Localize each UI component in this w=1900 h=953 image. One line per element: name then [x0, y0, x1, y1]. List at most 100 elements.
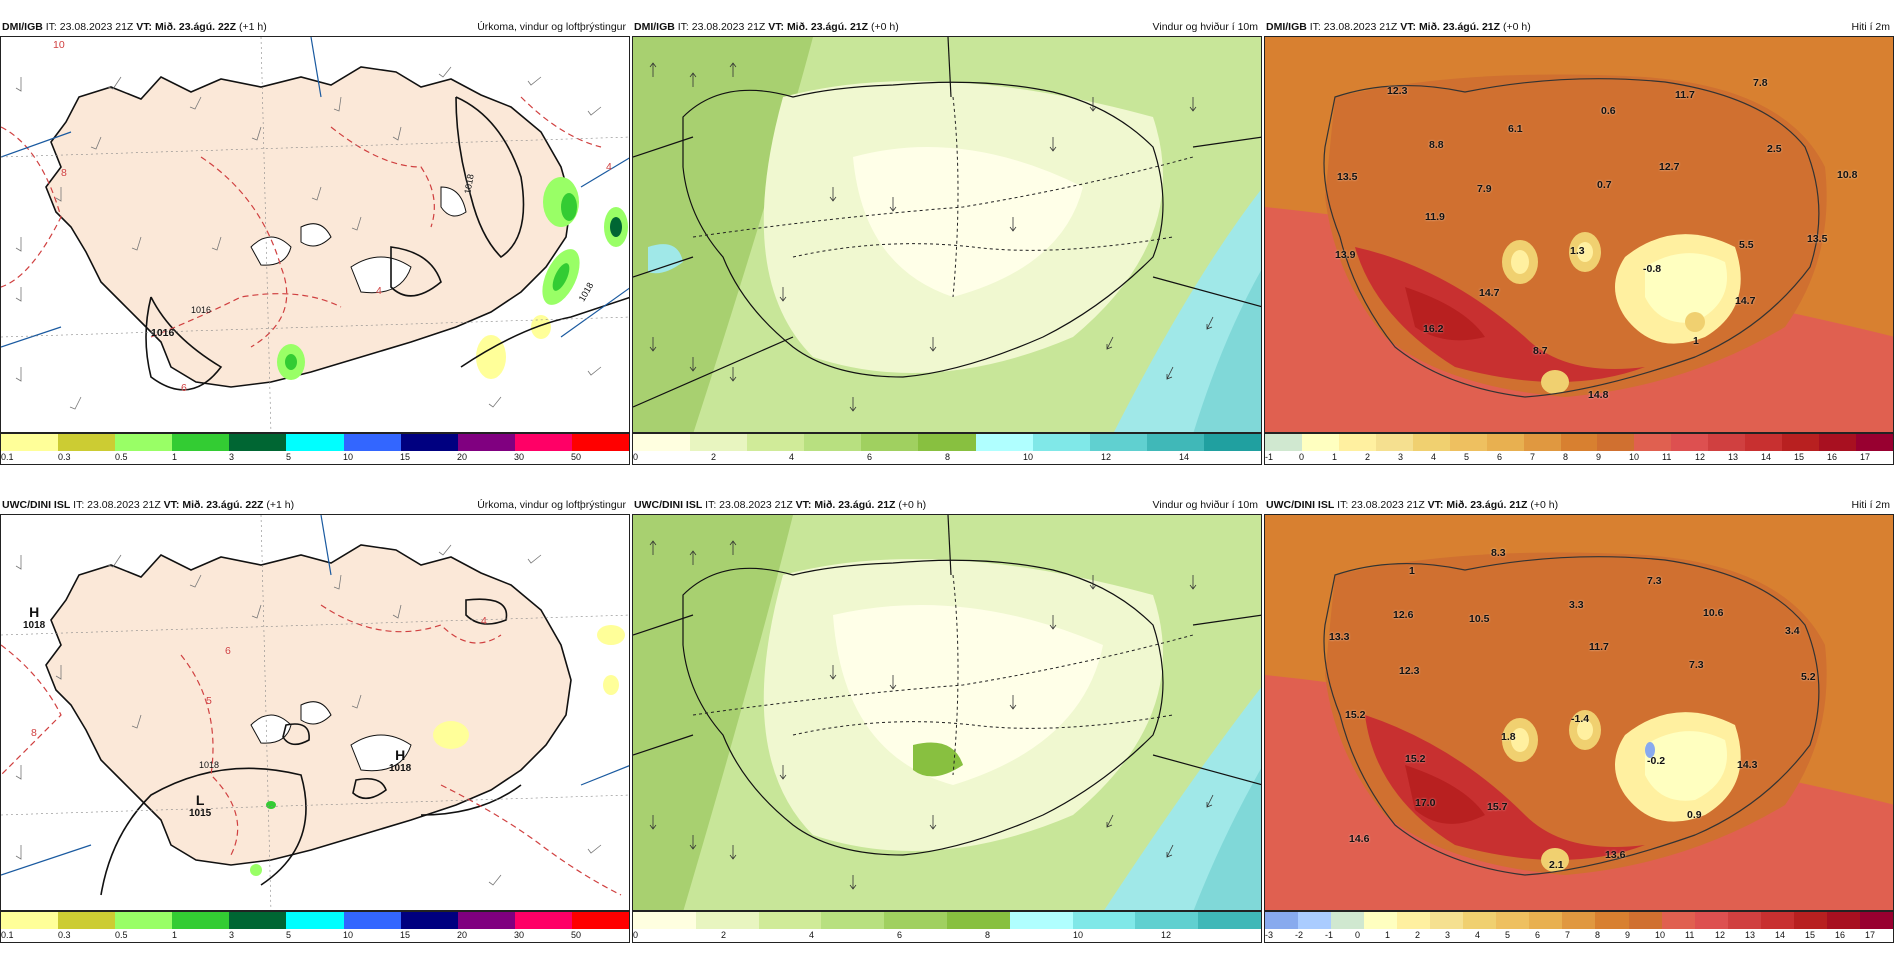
scale-tick: -3	[1265, 930, 1274, 940]
scale-tick: 17	[1860, 452, 1871, 462]
scale-tick: 11	[1685, 930, 1695, 940]
contour-label: 8	[31, 727, 37, 739]
scale-tick: 14	[1179, 452, 1190, 462]
scale-tick: 15	[1794, 452, 1805, 462]
map-area[interactable]: H 1018 H 1018 L 1015 1018 6 4 8 5	[0, 514, 630, 911]
pressure-center: L 1015	[189, 792, 211, 819]
map-canvas	[1265, 37, 1893, 432]
source-label: DMI/IGB	[634, 21, 675, 33]
scale-ticks: -1 0 1 2 3 4 5 6 7 8 9 10 11 12 13 14 15…	[1264, 451, 1894, 465]
valid-time-label: VT:	[136, 21, 153, 33]
temp-value: 17.0	[1415, 797, 1436, 809]
source-label: UWC/DINI ISL	[2, 499, 71, 511]
temp-value: 5.5	[1739, 239, 1754, 251]
scale-ticks: 0.1 0.3 0.5 1 3 5 10 15 20 30 50	[0, 451, 630, 465]
valid-time-label: VT:	[1427, 499, 1444, 511]
variable-title: Úrkoma, vindur og loftþrýstingur	[477, 21, 626, 33]
panel-dmi-wind: DMI/IGB IT: 23.08.2023 21Z VT: Mið. 23.á…	[632, 0, 1262, 475]
map-area[interactable]	[632, 514, 1262, 911]
temp-value: 7.9	[1477, 183, 1492, 195]
scale-tick: 11	[1662, 452, 1672, 462]
valid-time-label: VT:	[1400, 21, 1417, 33]
pressure-center: H 1018	[23, 604, 45, 631]
scale-tick: 13	[1745, 930, 1756, 940]
scale-tick: 2	[1365, 452, 1371, 462]
scale-ticks: 0.1 0.3 0.5 1 3 5 10 15 20 30 50	[0, 929, 630, 943]
variable-title: Vindur og hviður í 10m	[1152, 499, 1258, 511]
scale-tick: 20	[457, 452, 468, 462]
scale-tick: 9	[1625, 930, 1631, 940]
scale-tick: 12	[1715, 930, 1726, 940]
color-scale	[0, 433, 630, 451]
contour-label: 8	[61, 167, 67, 179]
temp-value: 0.6	[1601, 105, 1616, 117]
map-canvas	[1265, 515, 1893, 910]
scale-tick: 4	[809, 930, 815, 940]
contour-label: 10	[53, 39, 65, 51]
temp-value: 14.3	[1737, 759, 1758, 771]
scale-tick: 9	[1596, 452, 1602, 462]
variable-title: Hiti í 2m	[1851, 499, 1890, 511]
scale-tick: 4	[1475, 930, 1481, 940]
panel-uwc-temp: UWC/DINI ISL IT: 23.08.2023 21Z VT: Mið.…	[1264, 478, 1894, 953]
valid-time-label: VT:	[795, 499, 812, 511]
scale-tick: 7	[1565, 930, 1571, 940]
scale-tick: 8	[1595, 930, 1601, 940]
scale-ticks: -3 -2 -1 0 1 2 3 4 5 6 7 8 9 10 11 12 13…	[1264, 929, 1894, 943]
valid-time: Mið. 23.ágú. 21Z	[1446, 499, 1528, 511]
temp-value: 2.1	[1549, 859, 1564, 871]
scale-tick: 15	[1805, 930, 1816, 940]
temp-value: 6.1	[1508, 123, 1523, 135]
valid-time: Mið. 23.ágú. 21Z	[786, 21, 869, 33]
map-area[interactable]	[632, 36, 1262, 433]
scale-tick: 20	[457, 930, 468, 940]
scale-tick: -2	[1295, 930, 1304, 940]
scale-tick: 10	[1023, 452, 1034, 462]
map-area[interactable]: 8.3 1 7.3 12.6 10.5 3.3 10.6 3.4 13.3 11…	[1264, 514, 1894, 911]
variable-title: Hiti í 2m	[1851, 21, 1890, 33]
temp-value: 12.7	[1659, 161, 1680, 173]
scale-tick: 8	[945, 452, 951, 462]
map-area[interactable]: 12.3 11.7 7.8 0.6 6.1 8.8 12.7 2.5 13.5 …	[1264, 36, 1894, 433]
scale-ticks: 0 2 4 6 8 10 12 14	[632, 451, 1262, 465]
source-label: UWC/DINI ISL	[634, 499, 703, 511]
isobar-label: 1018	[199, 760, 220, 770]
contour-label: 4	[606, 161, 612, 173]
scale-tick: 10	[343, 930, 354, 940]
color-scale	[632, 911, 1262, 929]
scale-tick: 0.1	[1, 452, 14, 462]
contour-label: 4	[376, 285, 382, 297]
scale-tick: 30	[514, 452, 525, 462]
scale-tick: 0	[633, 930, 639, 940]
map-area[interactable]: 10 1016 1016 1018 1018 6 4 4 8	[0, 36, 630, 433]
scale-tick: 6	[897, 930, 903, 940]
temp-value: 14.7	[1479, 287, 1500, 299]
lead-time: (+0 h)	[898, 499, 927, 511]
scale-tick: 2	[721, 930, 727, 940]
scale-tick: 2	[711, 452, 717, 462]
temp-value: 11.7	[1675, 89, 1695, 101]
temp-value: -1.4	[1571, 713, 1590, 725]
high-pressure-value: 1018	[389, 763, 412, 775]
scale-tick: 10	[1073, 930, 1084, 940]
color-scale	[0, 911, 630, 929]
lead-time: (+1 h)	[266, 499, 295, 511]
temp-value: 13.6	[1605, 849, 1626, 861]
temp-value: 7.8	[1753, 77, 1768, 89]
temp-value: 8.3	[1491, 547, 1506, 559]
source-label: UWC/DINI ISL	[1266, 499, 1335, 511]
temp-value: 7.3	[1689, 659, 1704, 671]
temp-value: 15.7	[1487, 801, 1508, 813]
variable-title: Úrkoma, vindur og loftþrýstingur	[477, 499, 626, 511]
scale-tick: 14	[1775, 930, 1786, 940]
lead-time: (+0 h)	[870, 21, 899, 33]
scale-tick: 13	[1728, 452, 1739, 462]
temp-value: 14.7	[1735, 295, 1756, 307]
temp-value: 1	[1409, 565, 1415, 577]
lead-time: (+0 h)	[1502, 21, 1531, 33]
scale-tick: 1	[1385, 930, 1391, 940]
panel-dmi-precip: DMI/IGB IT: 23.08.2023 21Z VT: Mið. 23.á…	[0, 0, 630, 475]
temp-value: 0.9	[1687, 809, 1702, 821]
temp-value: 5.2	[1801, 671, 1816, 683]
panel-header: UWC/DINI ISL IT: 23.08.2023 21Z VT: Mið.…	[632, 496, 1262, 514]
